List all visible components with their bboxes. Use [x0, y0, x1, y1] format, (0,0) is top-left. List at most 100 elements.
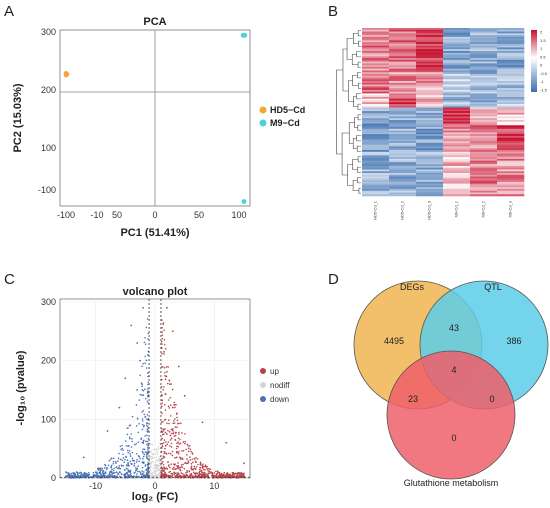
- heatmap-cell: [389, 77, 417, 80]
- heatmap-cell: [443, 174, 471, 177]
- heatmap-cell: [443, 88, 471, 91]
- heatmap-cell: [497, 63, 525, 66]
- volcano-point-down: [127, 445, 129, 447]
- heatmap-cell: [497, 68, 525, 71]
- volcano-point-down: [147, 353, 149, 356]
- volcano-point-up: [182, 473, 184, 475]
- volcano-point-up: [179, 442, 182, 445]
- volcano-point-down: [144, 336, 146, 339]
- heatmap-cell: [470, 47, 498, 50]
- heatmap-cell: [470, 42, 498, 45]
- volcano-point-up: [177, 441, 179, 443]
- volcano-point-down: [135, 475, 138, 478]
- volcano-point-down: [129, 474, 132, 476]
- volcano-point-down: [70, 473, 72, 475]
- volcano-point-up: [173, 435, 176, 438]
- heatmap-cell: [416, 33, 444, 36]
- heatmap-cell: [362, 100, 390, 103]
- pca-legend-label: HD5−Cd: [270, 105, 305, 115]
- volcano-point-down: [122, 449, 125, 451]
- volcano-point-up: [199, 468, 201, 471]
- volcano-point-down: [110, 457, 113, 459]
- volcano-point-down: [96, 472, 98, 475]
- heatmap-cell: [443, 132, 471, 135]
- volcano-point-down: [128, 424, 131, 427]
- heatmap-cell: [362, 89, 390, 92]
- volcano-point-down: [99, 468, 102, 471]
- heatmap-cell: [470, 164, 498, 167]
- volcano-point-up: [223, 471, 226, 474]
- volcano-point-down: [147, 396, 149, 398]
- heatmap-cell: [470, 88, 498, 91]
- volcano-point-down: [143, 448, 146, 451]
- heatmap-cell: [362, 164, 390, 167]
- heatmap-cell: [497, 173, 525, 176]
- heatmap-cell: [362, 146, 390, 149]
- heatmap-cell: [497, 40, 525, 43]
- volcano-point-down: [120, 465, 123, 467]
- volcano-point-down: [136, 389, 139, 391]
- volcano-point-down: [111, 472, 114, 474]
- heatmap-cell: [443, 162, 471, 165]
- volcano-point-down: [101, 474, 104, 477]
- volcano-point-up: [228, 475, 230, 477]
- volcano-point-down: [141, 365, 143, 368]
- heatmap-cell: [470, 45, 498, 48]
- volcano-point-down: [112, 475, 114, 478]
- heatmap-cell: [389, 47, 417, 50]
- heatmap-cell: [389, 43, 417, 46]
- heatmap-cell: [416, 187, 444, 190]
- heatmap-cell: [470, 70, 498, 73]
- volcano-point-up: [204, 469, 206, 471]
- heatmap-cell: [389, 59, 417, 62]
- volcano-point-down: [144, 343, 147, 345]
- heatmap-cell: [443, 102, 471, 105]
- heatmap-cell: [389, 89, 417, 92]
- heatmap-cell: [416, 146, 444, 149]
- volcano-point-down: [118, 452, 120, 455]
- volcano-point-down: [139, 457, 141, 460]
- volcano-point-up: [163, 343, 166, 346]
- pca-legend-label: M9−Cd: [270, 118, 300, 128]
- heatmap-cell: [497, 128, 525, 131]
- heatmap-cell: [416, 169, 444, 172]
- heatmap-cell: [362, 167, 390, 170]
- volcano-point-up: [163, 338, 166, 341]
- volcano-point-down: [97, 469, 100, 472]
- volcano-point-up: [164, 409, 167, 411]
- volcano-point-up: [187, 447, 190, 450]
- heatmap-cells: [362, 28, 525, 197]
- heatmap-cell: [497, 45, 525, 48]
- heatmap-cell: [470, 56, 498, 59]
- volcano-point-nodiff: [150, 458, 153, 460]
- heatmap-cell: [362, 139, 390, 142]
- heatmap-column-label: M9-Cd_1: [454, 200, 459, 217]
- heatmap-cell: [362, 42, 390, 45]
- heatmap-cell: [497, 38, 525, 41]
- volcano-point-up: [182, 449, 185, 452]
- heatmap-cell: [416, 123, 444, 126]
- volcano-point-up: [178, 475, 180, 477]
- heatmap-cell: [389, 102, 417, 105]
- volcano-point-up: [184, 474, 187, 477]
- volcano-point-down: [145, 475, 148, 478]
- heatmap-cell: [443, 112, 471, 115]
- heatmap-cell: [416, 104, 444, 107]
- heatmap-cell: [443, 31, 471, 34]
- pca-xtick: -100: [57, 210, 75, 220]
- volcano-legend-swatch: [260, 396, 266, 402]
- heatmap-cell: [497, 167, 525, 170]
- volcano-point-down: [124, 377, 127, 380]
- heatmap-cell: [389, 132, 417, 135]
- volcano-point-down: [141, 394, 143, 396]
- volcano-point-up: [178, 422, 180, 425]
- heatmap-cell: [362, 112, 390, 115]
- heatmap-cell: [470, 38, 498, 41]
- volcano-point-up: [236, 474, 239, 476]
- pca-y-axis: 300 200 100 -100: [38, 27, 56, 195]
- heatmap-cell: [389, 104, 417, 107]
- heatmap-cell: [497, 157, 525, 160]
- heatmap-cell: [470, 49, 498, 52]
- heatmap-cell: [443, 89, 471, 92]
- volcano-point-up: [167, 461, 169, 463]
